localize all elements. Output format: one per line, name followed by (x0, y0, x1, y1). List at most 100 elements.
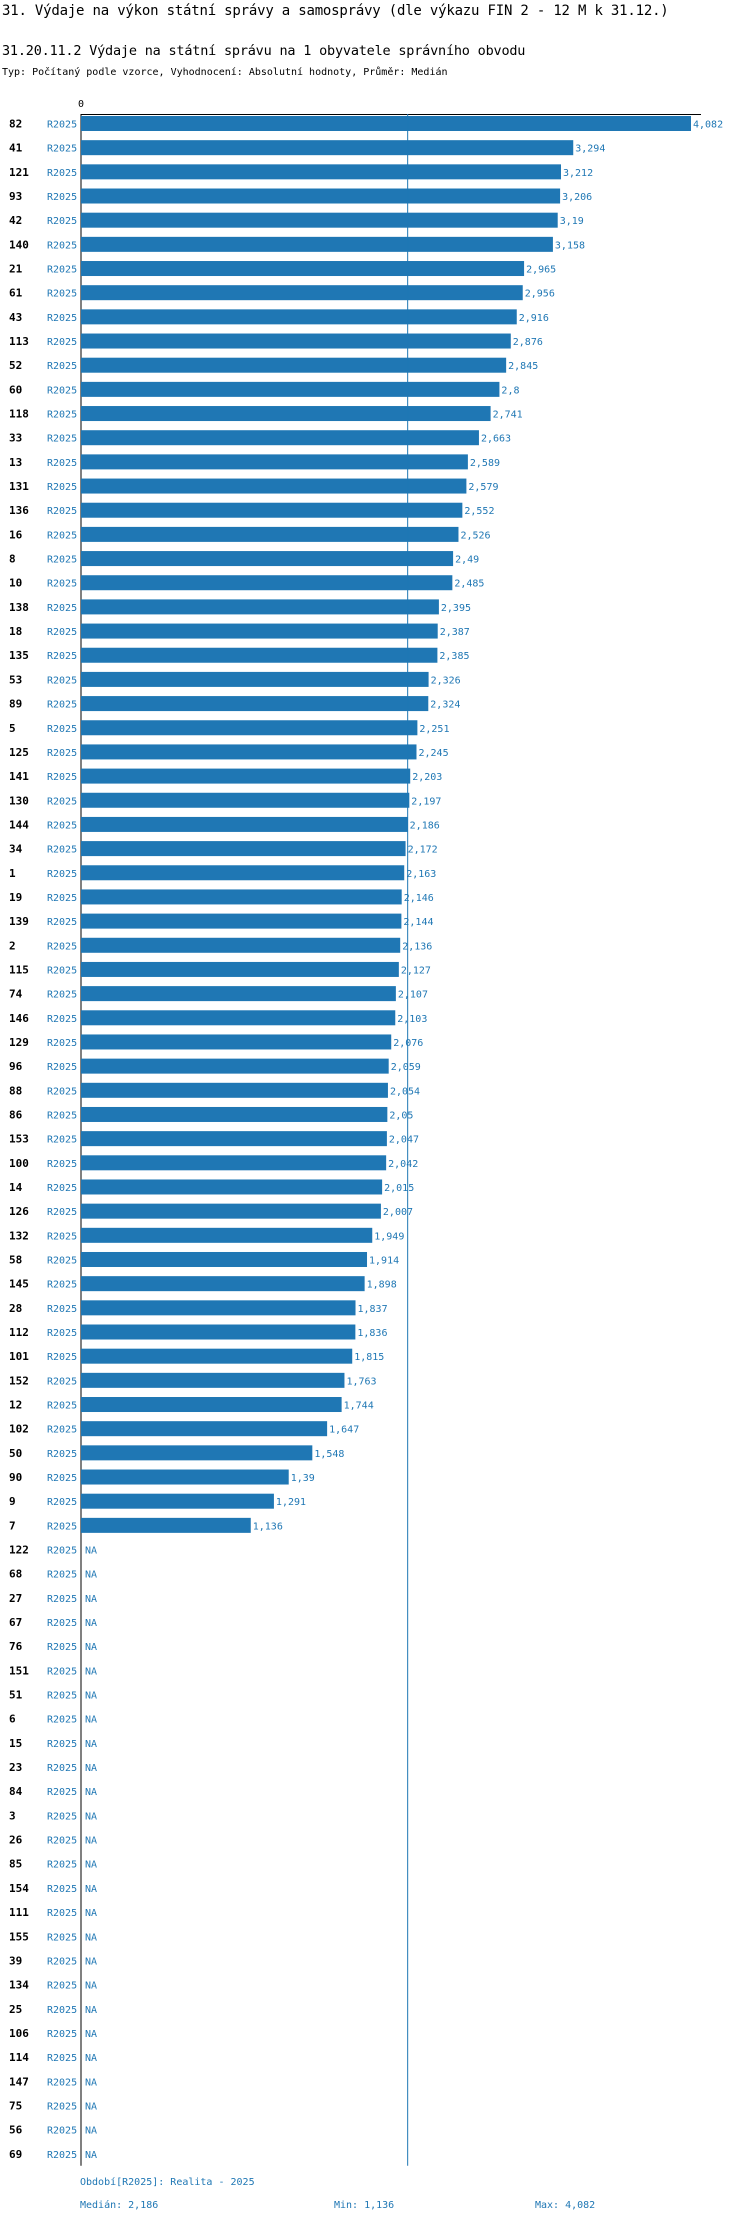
series-label: R2025 (47, 2029, 77, 2040)
series-label: R2025 (47, 1715, 77, 1726)
chart-title: 31. Výdaje na výkon státní správy a samo… (2, 3, 669, 19)
bar (81, 744, 417, 760)
data-label: NA (85, 1932, 97, 1943)
data-label: NA (85, 1715, 97, 1726)
series-label: R2025 (47, 1110, 77, 1121)
category-label: 25 (9, 2003, 22, 2016)
bar (81, 1469, 289, 1485)
data-label: NA (85, 2126, 97, 2137)
category-label: 68 (9, 1568, 22, 1581)
data-label: 2,107 (398, 990, 428, 1001)
bar (81, 1348, 353, 1364)
category-label: 145 (9, 1278, 29, 1291)
category-label: 93 (9, 190, 22, 203)
data-label: 1,949 (374, 1231, 404, 1242)
data-label: 2,146 (404, 893, 434, 904)
category-label: 129 (9, 1036, 29, 1049)
bar (81, 647, 438, 663)
series-label: R2025 (47, 1183, 77, 1194)
series-label: R2025 (47, 796, 77, 807)
series-label: R2025 (47, 579, 77, 590)
series-label: R2025 (47, 385, 77, 396)
data-label: 2,916 (519, 313, 549, 324)
category-label: 96 (9, 1060, 23, 1073)
category-label: 3 (9, 1809, 16, 1822)
category-label: 139 (9, 915, 29, 928)
data-label: 2,245 (418, 748, 448, 759)
data-label: 2,136 (402, 941, 432, 952)
data-label: NA (85, 1811, 97, 1822)
data-label: 2,387 (440, 627, 470, 638)
data-label: NA (85, 1836, 97, 1847)
category-label: 113 (9, 335, 29, 348)
data-label: NA (85, 1594, 97, 1605)
series-label: R2025 (47, 1981, 77, 1992)
data-label: 1,836 (357, 1328, 387, 1339)
bar (81, 1517, 251, 1533)
bar (81, 236, 553, 252)
category-label: 84 (9, 1785, 23, 1798)
data-label: 2,015 (384, 1183, 414, 1194)
series-label: R2025 (47, 2126, 77, 2137)
chart-type-line: Typ: Počítaný podle vzorce, Vyhodnocení:… (2, 67, 448, 78)
category-label: 111 (9, 1906, 29, 1919)
data-label: 1,39 (291, 1473, 315, 1484)
category-label: 90 (9, 1471, 22, 1484)
category-label: 85 (9, 1858, 22, 1871)
series-label: R2025 (47, 1014, 77, 1025)
series-label: R2025 (47, 337, 77, 348)
data-label: 2,552 (464, 506, 494, 517)
series-label: R2025 (47, 1473, 77, 1484)
category-label: 28 (9, 1302, 22, 1315)
data-label: 3,212 (563, 168, 593, 179)
data-label: 2,385 (439, 651, 469, 662)
bar (81, 1251, 368, 1267)
data-label: 2,579 (468, 482, 498, 493)
category-label: 155 (9, 1930, 29, 1943)
category-label: 153 (9, 1133, 29, 1146)
series-label: R2025 (47, 1497, 77, 1508)
category-label: 8 (9, 553, 16, 566)
data-label: 2,589 (470, 458, 500, 469)
category-label: 10 (9, 577, 22, 590)
data-label: 2,876 (513, 337, 543, 348)
data-label: 2,144 (403, 917, 433, 928)
data-label: NA (85, 2150, 97, 2161)
bar (81, 1445, 313, 1461)
data-label: NA (85, 1666, 97, 1677)
series-label: R2025 (47, 1328, 77, 1339)
data-label: 2,965 (526, 265, 556, 276)
category-label: 134 (9, 1979, 29, 1992)
data-label: 2,326 (431, 675, 461, 686)
category-label: 131 (9, 480, 29, 493)
data-label: 1,914 (369, 1255, 399, 1266)
footer-period: Období[R2025]: Realita - 2025 (80, 2177, 255, 2188)
bar (81, 623, 438, 639)
bar (81, 671, 429, 687)
category-label: 13 (9, 456, 22, 469)
series-label: R2025 (47, 1570, 77, 1581)
category-label: 61 (9, 287, 23, 300)
series-label: R2025 (47, 941, 77, 952)
series-label: R2025 (47, 1836, 77, 1847)
bar (81, 1493, 274, 1509)
bar (81, 889, 402, 905)
category-label: 42 (9, 214, 22, 227)
series-label: R2025 (47, 651, 77, 662)
series-label: R2025 (47, 216, 77, 227)
category-label: 51 (9, 1689, 23, 1702)
series-label: R2025 (47, 675, 77, 686)
series-label: R2025 (47, 1594, 77, 1605)
series-label: R2025 (47, 361, 77, 372)
category-label: 23 (9, 1761, 22, 1774)
data-label: 1,647 (329, 1425, 359, 1436)
series-label: R2025 (47, 265, 77, 276)
data-label: 2,395 (441, 603, 471, 614)
data-label: NA (85, 1739, 97, 1750)
category-label: 118 (9, 408, 29, 421)
category-label: 140 (9, 238, 29, 251)
bar (81, 261, 525, 277)
category-label: 27 (9, 1592, 22, 1605)
category-label: 50 (9, 1447, 22, 1460)
series-label: R2025 (47, 869, 77, 880)
